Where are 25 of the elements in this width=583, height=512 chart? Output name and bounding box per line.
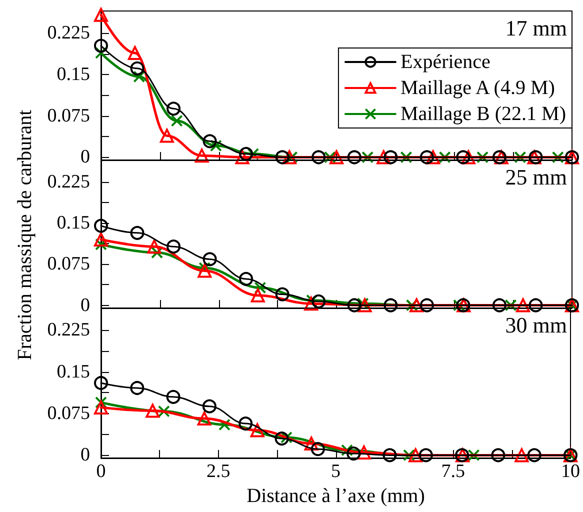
y-tick-label: 0: [80, 444, 90, 466]
y-tick-label: 0.075: [47, 105, 90, 126]
y-axis-title: Fraction massique de carburant: [14, 110, 36, 360]
x-tick-label: 0: [96, 461, 106, 482]
legend-label: Expérience: [400, 51, 491, 73]
x-tick-label: 2.5: [206, 461, 230, 482]
y-tick-label: 0.225: [47, 22, 90, 44]
y-tick-label: 0.15: [56, 212, 90, 234]
y-tick-label: 0: [80, 294, 90, 316]
y-tick-label: 0: [80, 146, 90, 168]
annotation: 25 mm: [505, 164, 568, 190]
legend-label: Maillage B (22.1 M): [400, 103, 566, 125]
annotation: 17 mm: [505, 16, 568, 40]
y-tick-label: 0.075: [47, 254, 90, 275]
x-tick-label: 10: [561, 461, 580, 482]
annotation: 30 mm: [505, 312, 568, 338]
x-tick-label: 5: [331, 461, 340, 482]
y-tick-label: 0.075: [47, 403, 90, 424]
legend-label: Maillage A (4.9 M): [400, 77, 555, 99]
x-tick-label: 7.5: [441, 461, 465, 482]
x-axis-title: Distance à l’axe (mm): [246, 485, 425, 507]
y-tick-label: 0.15: [56, 64, 90, 85]
y-tick-label: 0.15: [56, 361, 90, 382]
y-tick-label: 0.225: [47, 320, 90, 341]
y-tick-label: 0.225: [47, 171, 90, 192]
